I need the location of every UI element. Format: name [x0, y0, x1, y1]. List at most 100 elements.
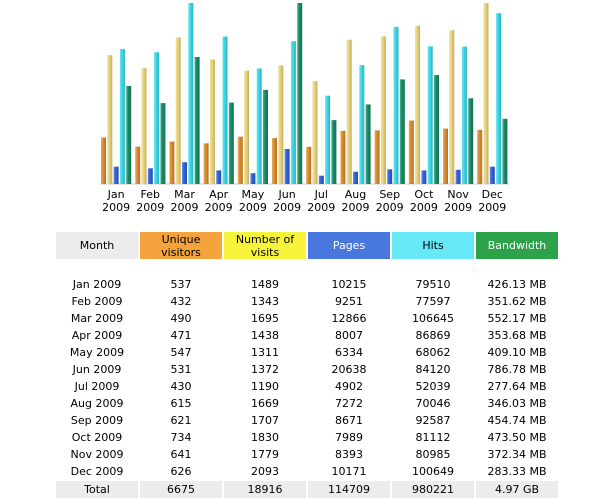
cell-hits: 84120: [415, 363, 451, 376]
bar-bandwidth-4-0: [126, 86, 132, 184]
cell-bandwidth: 346.03 MB: [487, 397, 547, 410]
bar-visitors-1-5: [278, 65, 284, 184]
cell-hits: 68062: [415, 346, 451, 359]
bar-visitors-0-11: [477, 129, 483, 184]
cell-hits: 81112: [415, 431, 451, 444]
cell-unique: 734: [170, 431, 192, 444]
cell-visits: 1372: [251, 363, 279, 376]
cell-pages: 7989: [335, 431, 363, 444]
bar-bandwidth-4-9: [434, 75, 439, 184]
cell-pages: 10171: [331, 465, 367, 478]
cell-visits: 1695: [251, 312, 279, 325]
table-row: May 2009 547 1311 6334 68062 409.10 MB: [56, 344, 558, 361]
bar-visitors-0-6: [306, 146, 312, 184]
cell-hits: 92587: [415, 414, 451, 427]
x-tick-label: 2009: [102, 201, 130, 214]
cell-unique: 626: [170, 465, 192, 478]
cell-unique: 471: [170, 329, 192, 342]
cell-unique: 621: [170, 414, 192, 427]
cell-visits: 1190: [251, 380, 279, 393]
table-row: Mar 2009 490 1695 12866 106645 552.17 MB: [56, 310, 558, 327]
bar-hits-3-7: [359, 65, 365, 184]
cell-bandwidth: 786.78 MB: [487, 363, 547, 376]
cell-bandwidth: 372.34 MB: [487, 448, 547, 461]
x-tick-label: 2009: [171, 201, 199, 214]
bar-bandwidth-4-10: [468, 98, 474, 184]
cell-visits: 2093: [251, 465, 279, 478]
bar-hits-3-6: [325, 95, 331, 184]
bar-hits-2-1: [147, 168, 153, 184]
bar-visitors-0-0: [101, 137, 106, 184]
x-tick-label: 2009: [205, 201, 233, 214]
cell-month: Apr 2009: [71, 329, 123, 342]
bar-visitors-1-1: [141, 67, 147, 184]
cell-month: Nov 2009: [70, 448, 124, 461]
x-tick-label: Mar: [174, 188, 195, 201]
monthly-stats-table: Month Unique visitors Number of visits Pag…: [54, 232, 560, 498]
cell-pages: 4902: [335, 380, 363, 393]
cell-pages: 6334: [335, 346, 363, 359]
bar-hits-3-11: [496, 13, 502, 185]
bar-bandwidth-4-5: [297, 3, 303, 184]
cell-month: Jul 2009: [74, 380, 120, 393]
cell-bandwidth: 409.10 MB: [487, 346, 547, 359]
x-tick-label: May: [242, 188, 265, 201]
cell-month: Aug 2009: [70, 397, 124, 410]
total-label: Total: [56, 480, 138, 498]
bar-hits-2-10: [455, 169, 461, 184]
cell-bandwidth: 277.64 MB: [487, 380, 547, 393]
bar-hits-3-0: [119, 49, 125, 184]
cell-visits: 1779: [251, 448, 279, 461]
bar-bandwidth-4-11: [502, 118, 508, 184]
cell-pages: 12866: [331, 312, 367, 325]
bar-hits-2-8: [387, 169, 393, 184]
table-row: Apr 2009 471 1438 8007 86869 353.68 MB: [56, 327, 558, 344]
header-month: Month: [56, 232, 138, 259]
bar-hits-2-0: [113, 166, 119, 184]
cell-month: Oct 2009: [71, 431, 123, 444]
cell-pages: 7272: [335, 397, 363, 410]
cell-bandwidth: 283.33 MB: [487, 465, 547, 478]
bar-visitors-0-10: [443, 128, 448, 184]
bar-visitors-1-10: [449, 30, 455, 185]
table-row: Jul 2009 430 1190 4902 52039 277.64 MB: [56, 378, 558, 395]
cell-hits: 79510: [415, 278, 451, 291]
cell-month: Jan 2009: [72, 278, 122, 291]
table-header-row: Month Unique visitors Number of visits Pag…: [56, 232, 558, 259]
total-bandwidth: 4.97 GB: [476, 480, 558, 498]
x-tick-label: 2009: [410, 201, 438, 214]
bar-visitors-1-7: [346, 39, 352, 185]
x-tick-label: 2009: [342, 201, 370, 214]
bar-visitors-0-8: [374, 130, 380, 184]
bar-visitors-0-2: [169, 141, 175, 184]
cell-hits: 80985: [415, 448, 451, 461]
cell-unique: 537: [170, 278, 192, 291]
table-row: Dec 2009 626 2093 10171 100649 283.33 MB: [56, 463, 558, 480]
x-tick-label: Jul: [314, 188, 328, 201]
bar-visitors-0-3: [203, 143, 209, 184]
bar-visitors-0-1: [135, 146, 141, 184]
x-tick-label: 2009: [307, 201, 335, 214]
cell-pages: 8393: [335, 448, 363, 461]
table-row: Oct 2009 734 1830 7989 81112 473.50 MB: [56, 429, 558, 446]
cell-hits: 100649: [412, 465, 454, 478]
total-visits: 18916: [224, 480, 306, 498]
cell-visits: 1438: [251, 329, 279, 342]
x-tick-label: 2009: [478, 201, 506, 214]
bar-visitors-1-11: [483, 3, 489, 184]
table-total-row: Total 6675 18916 114709 980221 4.97 GB: [56, 480, 558, 498]
bar-visitors-1-9: [415, 25, 421, 185]
cell-unique: 547: [170, 346, 192, 359]
cell-unique: 641: [170, 448, 192, 461]
bar-hits-2-3: [216, 170, 222, 184]
x-tick-label: 2009: [376, 201, 404, 214]
table-row: Jun 2009 531 1372 20638 84120 786.78 MB: [56, 361, 558, 378]
cell-pages: 8007: [335, 329, 363, 342]
bar-hits-3-3: [222, 36, 228, 184]
cell-visits: 1830: [251, 431, 279, 444]
bar-bandwidth-4-7: [365, 104, 371, 184]
bar-hits-3-10: [461, 46, 467, 184]
bar-visitors-1-0: [107, 55, 113, 185]
total-pages: 114709: [308, 480, 390, 498]
table-row: Jan 2009 537 1489 10215 79510 426.13 MB: [56, 276, 558, 293]
